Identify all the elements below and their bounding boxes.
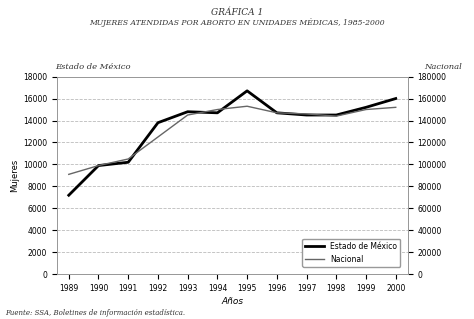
Nacional [215,108,220,111]
Legend: Estado de México, Nacional: Estado de México, Nacional [302,239,401,267]
Estado de México [363,105,369,109]
Estado de México [304,113,310,117]
Estado de México [215,111,220,115]
Estado de México [96,164,101,167]
Estado de México [274,111,280,115]
Line: Estado de México: Estado de México [69,91,396,195]
Nacional [66,173,72,176]
Estado de México [244,89,250,93]
Estado de México [333,113,339,117]
Text: Nacional: Nacional [424,63,462,70]
Text: Estado de México: Estado de México [55,63,131,70]
Estado de México [393,97,399,100]
Text: GRÁFICA 1: GRÁFICA 1 [211,8,263,17]
Nacional [244,104,250,108]
Nacional [185,113,191,117]
Nacional [126,157,131,161]
X-axis label: Años: Años [221,297,243,306]
Estado de México [126,160,131,164]
Nacional [304,112,310,116]
Y-axis label: Mujeres: Mujeres [10,159,19,192]
Estado de México [155,121,161,125]
Text: MUJERES ATENDIDAS POR ABORTO EN UNIDADES MÉDICAS, 1985-2000: MUJERES ATENDIDAS POR ABORTO EN UNIDADES… [89,18,385,26]
Line: Nacional: Nacional [69,106,396,174]
Estado de México [66,193,72,197]
Nacional [393,105,399,109]
Estado de México [185,110,191,114]
Text: Fuente: SSA, Boletines de información estadística.: Fuente: SSA, Boletines de información es… [5,309,185,317]
Nacional [96,164,101,167]
Nacional [363,108,369,111]
Nacional [333,114,339,118]
Nacional [155,135,161,139]
Nacional [274,111,280,115]
